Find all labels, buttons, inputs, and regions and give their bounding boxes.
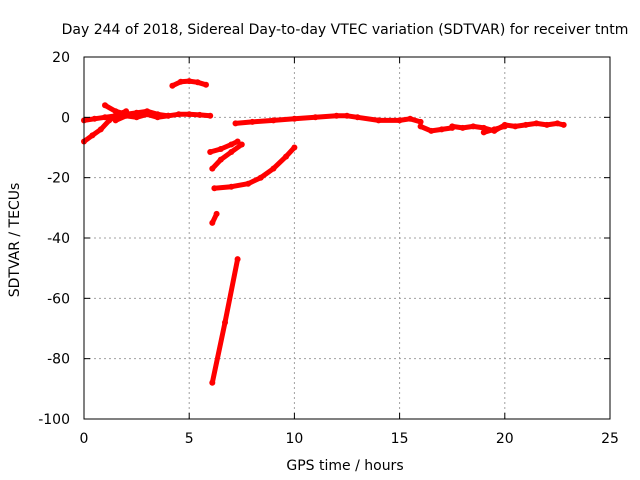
data-point	[449, 123, 456, 130]
y-axis-label: SDTVAR / TECUs	[7, 183, 23, 298]
data-point	[144, 111, 151, 118]
data-point	[175, 111, 182, 118]
data-point	[232, 120, 239, 127]
data-point	[560, 121, 567, 128]
y-tick-label: -100	[38, 412, 70, 428]
data-point	[186, 111, 193, 118]
data-point	[123, 112, 130, 119]
data-point	[228, 149, 235, 155]
data-point	[102, 114, 108, 121]
data-point	[501, 123, 508, 130]
data-point	[428, 127, 435, 134]
data-point	[543, 121, 550, 128]
data-point	[270, 165, 277, 172]
data-point	[554, 120, 561, 127]
series-line-6	[209, 139, 239, 155]
data-point	[207, 149, 214, 155]
data-point	[354, 114, 361, 121]
x-axis-label: GPS time / hours	[286, 458, 403, 474]
series-line-11	[235, 113, 422, 126]
data-point	[459, 124, 466, 131]
data-point	[186, 78, 193, 85]
x-tick-label: 0	[80, 431, 89, 447]
data-point	[270, 117, 277, 124]
data-point	[209, 165, 216, 172]
data-point	[333, 112, 340, 119]
data-point	[217, 156, 224, 163]
data-point	[234, 256, 241, 263]
data-point	[522, 121, 529, 128]
data-point	[245, 180, 252, 187]
series-layer	[81, 78, 567, 386]
y-tick-label: -60	[47, 291, 70, 307]
data-point	[291, 144, 298, 151]
data-point	[407, 115, 414, 122]
data-point	[209, 379, 216, 386]
data-point	[209, 219, 216, 226]
data-point	[438, 126, 445, 133]
data-point	[196, 111, 203, 118]
data-point	[154, 114, 161, 121]
data-point	[222, 319, 228, 326]
data-point	[97, 126, 104, 133]
data-point	[491, 126, 498, 133]
y-tick-label: -20	[47, 171, 70, 187]
y-tick-label: 0	[61, 110, 70, 126]
x-tick-label: 20	[496, 431, 514, 447]
data-point	[312, 114, 319, 121]
data-point	[228, 183, 235, 190]
data-point	[417, 118, 424, 125]
data-point	[344, 112, 350, 119]
data-point	[228, 141, 235, 148]
data-point	[102, 102, 108, 109]
data-point	[217, 146, 224, 152]
data-point	[291, 115, 298, 122]
data-point	[257, 174, 264, 181]
x-tick-label: 15	[391, 431, 409, 447]
data-point	[283, 153, 289, 160]
y-tick-label: -80	[47, 352, 70, 368]
data-point	[238, 141, 245, 148]
grid	[84, 57, 610, 419]
data-point	[396, 117, 403, 124]
data-point	[470, 123, 477, 130]
data-point	[177, 78, 184, 85]
x-tick-label: 5	[185, 431, 194, 447]
data-point	[165, 112, 172, 119]
y-tick-label: 20	[52, 50, 70, 66]
data-point	[417, 123, 424, 130]
ticks: 0 5 10 15 20 25 20 0 -20 -40 -60 -80 -100	[38, 50, 619, 447]
data-point	[133, 114, 140, 121]
data-point	[234, 138, 241, 145]
data-point	[480, 129, 487, 136]
data-point	[91, 115, 98, 122]
data-point	[213, 210, 220, 217]
data-point	[207, 112, 214, 119]
data-point	[375, 117, 382, 124]
data-point	[194, 79, 201, 86]
data-point	[533, 120, 540, 127]
x-tick-label: 10	[285, 431, 303, 447]
chart-title: Day 244 of 2018, Sidereal Day-to-day VTE…	[62, 22, 629, 38]
data-point	[169, 82, 176, 89]
data-point	[106, 117, 113, 124]
data-point	[89, 132, 96, 139]
data-point	[211, 185, 218, 192]
plot-frame	[83, 56, 611, 420]
data-point	[203, 81, 209, 88]
y-tick-label: -40	[47, 231, 70, 247]
series-line-12	[419, 124, 453, 134]
data-point	[112, 108, 119, 115]
data-point	[512, 123, 519, 130]
series-line-7	[210, 142, 244, 171]
data-point	[249, 118, 256, 125]
x-tick-label: 25	[601, 431, 619, 447]
data-point	[112, 117, 119, 124]
